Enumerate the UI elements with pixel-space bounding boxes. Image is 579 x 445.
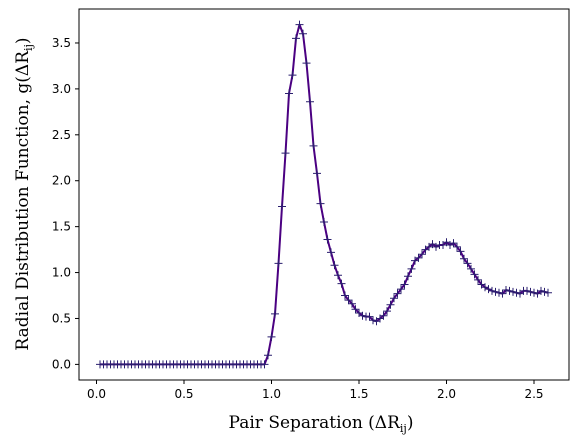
data-point: [505, 286, 514, 295]
data-point: [544, 288, 552, 297]
y-tick-label: 1.5: [52, 220, 71, 234]
data-point: [386, 300, 395, 309]
data-point: [470, 270, 479, 279]
data-point: [390, 294, 398, 303]
data-point: [397, 285, 405, 294]
data-point: [484, 285, 493, 294]
x-tick-label: 2.0: [437, 387, 456, 401]
y-axis-label: Radial Distribution Function, g(ΔRij): [13, 37, 35, 350]
x-axis-label: Pair Separation (ΔRij): [229, 413, 414, 435]
data-point: [526, 287, 535, 296]
data-point: [316, 199, 325, 208]
data-point: [337, 279, 346, 288]
data-point: [348, 299, 356, 308]
data-point: [320, 218, 328, 227]
data-point: [393, 289, 402, 298]
data-point: [383, 307, 391, 316]
data-point: [481, 283, 489, 292]
data-point: [358, 311, 367, 320]
data-point: [404, 272, 412, 281]
data-point: [460, 254, 468, 263]
y-tick-label: 2.0: [52, 174, 71, 188]
x-tick-label: 0.0: [87, 387, 106, 401]
data-point: [509, 287, 517, 296]
data-point: [407, 264, 416, 273]
data-point: [274, 259, 283, 268]
data-point: [498, 289, 507, 298]
data-point: [449, 239, 458, 248]
data-point: [351, 305, 360, 314]
data-point: [453, 242, 461, 251]
data-point: [463, 259, 472, 268]
data-point: [456, 247, 465, 256]
data-point: [299, 29, 307, 38]
data-point: [523, 286, 531, 295]
data-point: [530, 288, 538, 297]
x-tick-label: 1.5: [349, 387, 368, 401]
data-point: [365, 312, 374, 321]
data-point: [432, 242, 440, 251]
y-tick-label: 2.5: [52, 128, 71, 142]
x-tick-label: 1.0: [262, 387, 281, 401]
data-point: [267, 332, 276, 341]
data-point: [327, 248, 335, 257]
data-point: [491, 287, 500, 296]
data-point: [288, 71, 297, 80]
data-point: [260, 360, 269, 369]
data-point: [369, 316, 377, 325]
data-point: [474, 275, 482, 284]
x-axis: 0.0 0.5 1.0 1.5 2.0 2.5: [87, 380, 544, 401]
data-point: [323, 235, 332, 244]
data-point: [285, 89, 293, 98]
data-point: [467, 264, 475, 273]
y-tick-label: 1.0: [52, 266, 71, 280]
data-point: [488, 286, 496, 295]
x-tick-label: 0.5: [174, 387, 193, 401]
data-point: [302, 59, 311, 68]
data-point: [379, 311, 388, 320]
x-tick-label: 2.5: [524, 387, 543, 401]
plot-area: [96, 20, 552, 369]
y-tick-label: 0.0: [52, 357, 71, 371]
data-point: [446, 241, 454, 250]
data-point: [495, 288, 503, 297]
data-point: [281, 149, 290, 158]
y-tick-label: 3.0: [52, 82, 71, 96]
data-point: [278, 202, 286, 211]
data-point: [313, 169, 321, 178]
data-point: [512, 288, 521, 297]
data-point: [344, 296, 353, 305]
data-point: [292, 34, 300, 43]
data-point: [502, 286, 510, 295]
y-axis: 0.0 0.5 1.0 1.5 2.0 2.5 3.0 3.5: [52, 36, 79, 371]
data-point: [330, 261, 339, 270]
data-point: [414, 253, 423, 262]
data-point: [540, 287, 549, 296]
data-point: [537, 286, 545, 295]
data-point: [295, 20, 304, 29]
data-point: [264, 351, 272, 360]
data-point: [334, 271, 342, 280]
data-point: [306, 97, 314, 106]
data-point: [309, 141, 318, 150]
data-point: [341, 291, 349, 300]
data-point: [400, 280, 409, 289]
y-tick-label: 3.5: [52, 36, 71, 50]
axes-frame: [78, 8, 570, 381]
data-point: [271, 309, 279, 318]
data-point: [418, 250, 426, 259]
y-tick-label: 0.5: [52, 311, 71, 325]
